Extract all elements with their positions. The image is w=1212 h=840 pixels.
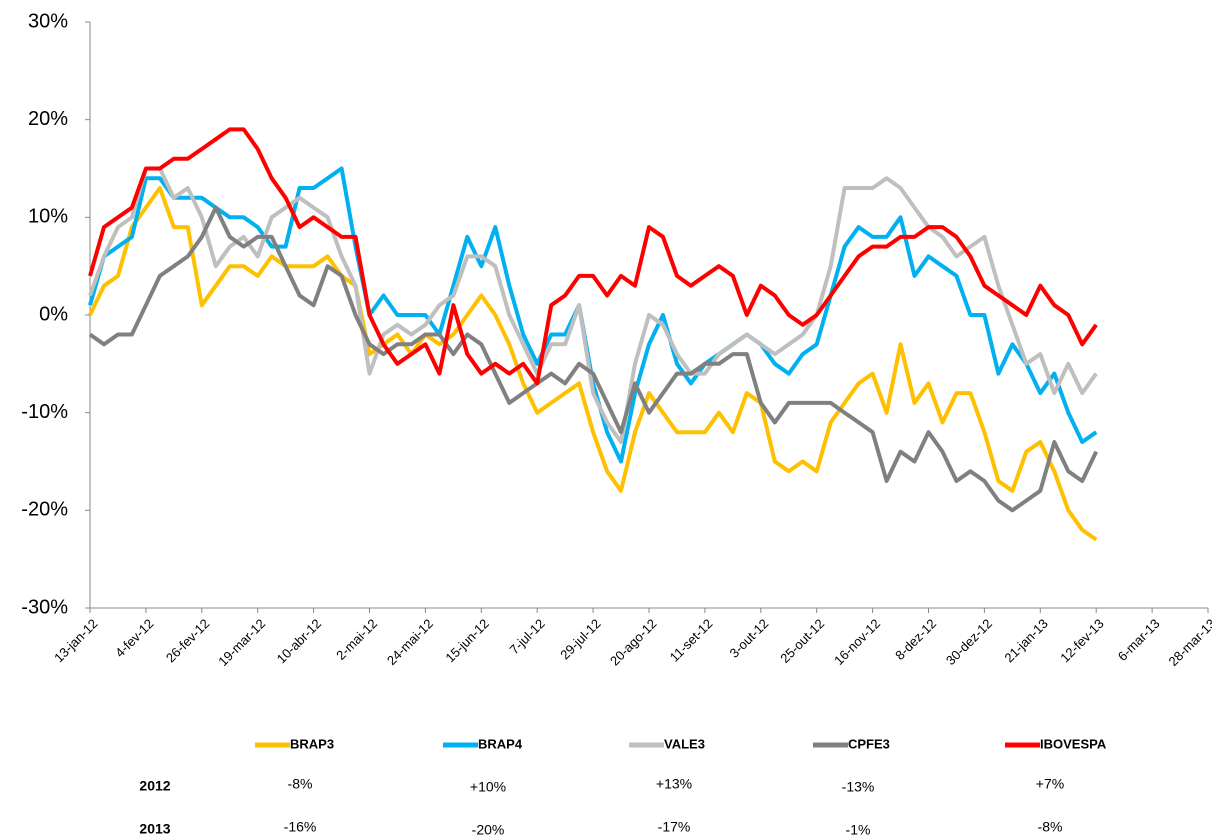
table-cell: -17% — [658, 819, 691, 835]
x-tick-label: 25-out-12 — [777, 616, 827, 666]
x-tick-label: 29-jul-12 — [557, 616, 603, 662]
y-tick-label: -10% — [21, 401, 68, 423]
table-cell: -8% — [288, 776, 313, 792]
table-cell: -20% — [472, 822, 505, 838]
row-label: 2012 — [139, 778, 170, 794]
legend-label: BRAP3 — [290, 736, 334, 751]
x-tick-label: 7-jul-12 — [506, 616, 547, 657]
y-tick-label: 0% — [39, 303, 68, 325]
x-tick-label: 21-jan-13 — [1001, 616, 1050, 665]
y-tick-label: 10% — [28, 206, 68, 228]
x-tick-label: 11-set-12 — [667, 616, 716, 665]
y-tick-label: 20% — [28, 108, 68, 130]
x-tick-label: 19-mar-12 — [215, 616, 268, 669]
table-cell: -16% — [284, 819, 317, 835]
x-tick-label: 30-dez-12 — [943, 616, 995, 668]
table-cell: +13% — [656, 776, 692, 792]
x-tick-label: 26-fev-12 — [163, 616, 212, 665]
x-tick-label: 2-mai-12 — [333, 616, 380, 663]
x-tick-label: 4-fev-12 — [112, 616, 156, 660]
table-cell: +7% — [1036, 776, 1064, 792]
row-label: 2013 — [139, 821, 170, 837]
x-tick-label: 24-mai-12 — [384, 616, 436, 668]
series-line — [88, 127, 1098, 386]
y-tick-label: -20% — [21, 499, 68, 521]
series-line — [88, 166, 1098, 444]
legend-label: VALE3 — [664, 736, 705, 751]
legend-label: IBOVESPA — [1040, 736, 1107, 751]
x-tick-label: 15-jun-12 — [442, 616, 491, 665]
y-tick-label: -30% — [21, 596, 68, 618]
x-tick-label: 6-mar-13 — [1115, 616, 1163, 664]
table-cell: -1% — [846, 822, 871, 838]
x-tick-label: 12-fev-13 — [1057, 616, 1106, 665]
table-cell: -8% — [1038, 819, 1063, 835]
x-tick-label: 13-jan-12 — [51, 616, 100, 665]
x-tick-label: 20-ago-12 — [607, 616, 660, 669]
x-tick-label: 8-dez-12 — [892, 616, 939, 663]
table-cell: +10% — [470, 779, 506, 795]
legend-label: CPFE3 — [848, 736, 890, 751]
x-tick-label: 16-nov-12 — [831, 616, 883, 668]
y-tick-label: 30% — [28, 10, 68, 32]
series-line — [88, 205, 1099, 513]
x-tick-label: 28-mar-13 — [1166, 616, 1212, 669]
x-tick-label: 10-abr-12 — [274, 616, 324, 666]
x-tick-label: 3-out-12 — [727, 616, 772, 661]
series-line — [88, 186, 1098, 542]
table-cell: -13% — [842, 779, 875, 795]
legend-label: BRAP4 — [478, 736, 523, 751]
